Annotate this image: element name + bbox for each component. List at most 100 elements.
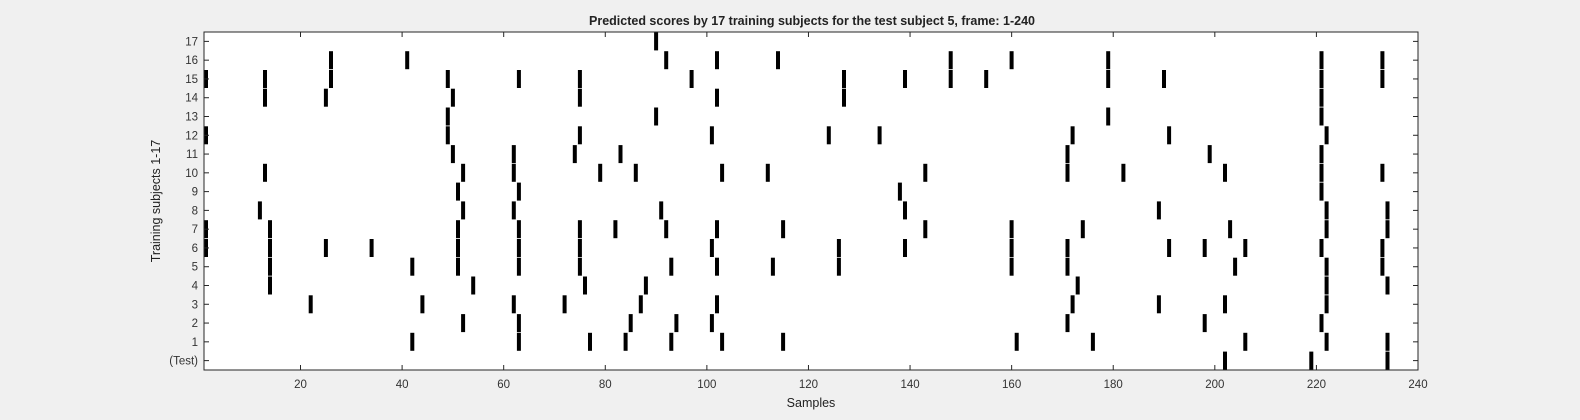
raster-mark-row5-10 bbox=[1065, 257, 1070, 276]
raster-mark-row7-11 bbox=[1080, 220, 1085, 239]
raster-mark-row1-2 bbox=[588, 332, 592, 351]
raster-mark-row3-9 bbox=[1324, 295, 1329, 314]
raster-mark-row3-0 bbox=[308, 295, 313, 314]
raster-mark-row10-1 bbox=[461, 163, 466, 182]
raster-mark-row4-3 bbox=[643, 276, 648, 295]
raster-mark-row5-12 bbox=[1324, 257, 1329, 276]
x-tick-label-11: 240 bbox=[1408, 379, 1427, 391]
raster-mark-row6-1 bbox=[268, 239, 272, 257]
raster-mark-row7-2 bbox=[456, 220, 460, 239]
raster-mark-row13-3 bbox=[1319, 107, 1324, 126]
raster-mark-row7-6 bbox=[664, 220, 669, 239]
raster-mark-row0-1 bbox=[1309, 351, 1314, 370]
raster-mark-row16-7 bbox=[1106, 51, 1111, 70]
raster-mark-row1-1 bbox=[516, 332, 521, 351]
raster-mark-row12-6 bbox=[1070, 126, 1075, 145]
y-tick-label-9: 9 bbox=[192, 187, 198, 199]
raster-mark-row10-0 bbox=[263, 163, 267, 182]
raster-mark-row12-3 bbox=[709, 126, 714, 145]
y-tick-label-11: 11 bbox=[186, 149, 198, 161]
raster-mark-row6-12 bbox=[1167, 239, 1172, 257]
raster-mark-row7-7 bbox=[715, 220, 719, 239]
raster-mark-row15-6 bbox=[689, 70, 694, 88]
raster-mark-row2-4 bbox=[709, 314, 714, 333]
raster-mark-row4-0 bbox=[268, 276, 272, 295]
raster-mark-row2-3 bbox=[674, 314, 679, 333]
raster-mark-row8-3 bbox=[659, 201, 664, 220]
y-tick-label-16: 16 bbox=[185, 55, 198, 67]
raster-mark-row3-3 bbox=[562, 295, 567, 314]
raster-mark-row15-5 bbox=[577, 70, 582, 88]
raster-mark-row11-4 bbox=[1065, 145, 1070, 164]
raster-mark-row14-4 bbox=[715, 88, 719, 107]
raster-mark-row2-7 bbox=[1319, 314, 1324, 333]
raster-mark-row13-2 bbox=[1106, 107, 1111, 126]
x-tick-label-3: 80 bbox=[599, 379, 612, 391]
raster-mark-row15-1 bbox=[263, 70, 267, 88]
raster-mark-row8-2 bbox=[511, 201, 516, 220]
raster-mark-row1-3 bbox=[623, 332, 628, 351]
raster-mark-row5-6 bbox=[715, 257, 719, 276]
raster-mark-row6-3 bbox=[369, 239, 374, 257]
raster-mark-row3-4 bbox=[638, 295, 643, 314]
raster-mark-row16-3 bbox=[715, 51, 719, 70]
raster-mark-row12-1 bbox=[445, 126, 450, 145]
x-tick-label-0: 20 bbox=[294, 379, 307, 391]
raster-mark-row3-1 bbox=[420, 295, 425, 314]
raster-mark-row6-7 bbox=[709, 239, 714, 257]
raster-marks bbox=[204, 32, 1390, 370]
raster-mark-row5-3 bbox=[516, 257, 521, 276]
raster-mark-row15-4 bbox=[516, 70, 521, 88]
raster-mark-row13-1 bbox=[654, 107, 659, 126]
raster-mark-row1-0 bbox=[410, 332, 415, 351]
y-tick-label-10: 10 bbox=[185, 168, 198, 180]
raster-mark-row13-0 bbox=[445, 107, 450, 126]
raster-mark-row10-2 bbox=[511, 163, 516, 182]
raster-mark-row10-9 bbox=[1121, 163, 1126, 182]
raster-mark-row2-5 bbox=[1065, 314, 1070, 333]
raster-mark-row14-5 bbox=[842, 88, 846, 107]
raster-mark-row3-2 bbox=[511, 295, 516, 314]
raster-mark-row15-11 bbox=[1106, 70, 1111, 88]
raster-mark-row8-1 bbox=[461, 201, 466, 220]
raster-mark-row2-1 bbox=[516, 314, 521, 333]
raster-mark-row6-8 bbox=[836, 239, 841, 257]
raster-mark-row11-3 bbox=[618, 145, 623, 164]
y-tick-label-14: 14 bbox=[185, 93, 198, 105]
raster-mark-row15-13 bbox=[1319, 70, 1324, 88]
raster-mark-row15-14 bbox=[1380, 70, 1385, 88]
raster-mark-row8-4 bbox=[903, 201, 907, 220]
raster-mark-row7-9 bbox=[923, 220, 928, 239]
raster-mark-row7-10 bbox=[1009, 220, 1014, 239]
raster-mark-row6-13 bbox=[1202, 239, 1207, 257]
raster-mark-row2-0 bbox=[461, 314, 466, 333]
raster-mark-row8-5 bbox=[1156, 201, 1161, 220]
y-tick-label-7: 7 bbox=[192, 224, 198, 236]
y-tick-label-13: 13 bbox=[185, 112, 198, 124]
raster-mark-row8-7 bbox=[1385, 201, 1390, 220]
raster-mark-row4-6 bbox=[1385, 276, 1390, 295]
raster-mark-row5-9 bbox=[1009, 257, 1014, 276]
raster-mark-row5-2 bbox=[456, 257, 460, 276]
raster-mark-row6-5 bbox=[516, 239, 521, 257]
chart-title: Predicted scores by 17 training subjects… bbox=[589, 14, 1035, 28]
x-tick-label-9: 200 bbox=[1205, 379, 1224, 391]
raster-mark-row11-2 bbox=[572, 145, 577, 164]
x-tick-label-10: 220 bbox=[1307, 379, 1326, 391]
raster-mark-row0-2 bbox=[1385, 351, 1390, 370]
raster-mark-row10-5 bbox=[720, 163, 725, 182]
raster-mark-row1-9 bbox=[1243, 332, 1248, 351]
raster-mark-row2-6 bbox=[1202, 314, 1207, 333]
raster-mark-row15-7 bbox=[842, 70, 846, 88]
raster-mark-row4-2 bbox=[583, 276, 587, 295]
raster-mark-row6-15 bbox=[1319, 239, 1324, 257]
raster-mark-row16-2 bbox=[664, 51, 669, 70]
raster-mark-row6-10 bbox=[1009, 239, 1014, 257]
x-tick-label-1: 40 bbox=[396, 379, 409, 391]
x-tick-label-6: 140 bbox=[900, 379, 919, 391]
y-tick-label-12: 12 bbox=[185, 130, 198, 142]
x-tick-label-7: 160 bbox=[1002, 379, 1021, 391]
raster-mark-row11-1 bbox=[511, 145, 516, 164]
raster-mark-row2-2 bbox=[628, 314, 633, 333]
raster-mark-row12-7 bbox=[1167, 126, 1172, 145]
